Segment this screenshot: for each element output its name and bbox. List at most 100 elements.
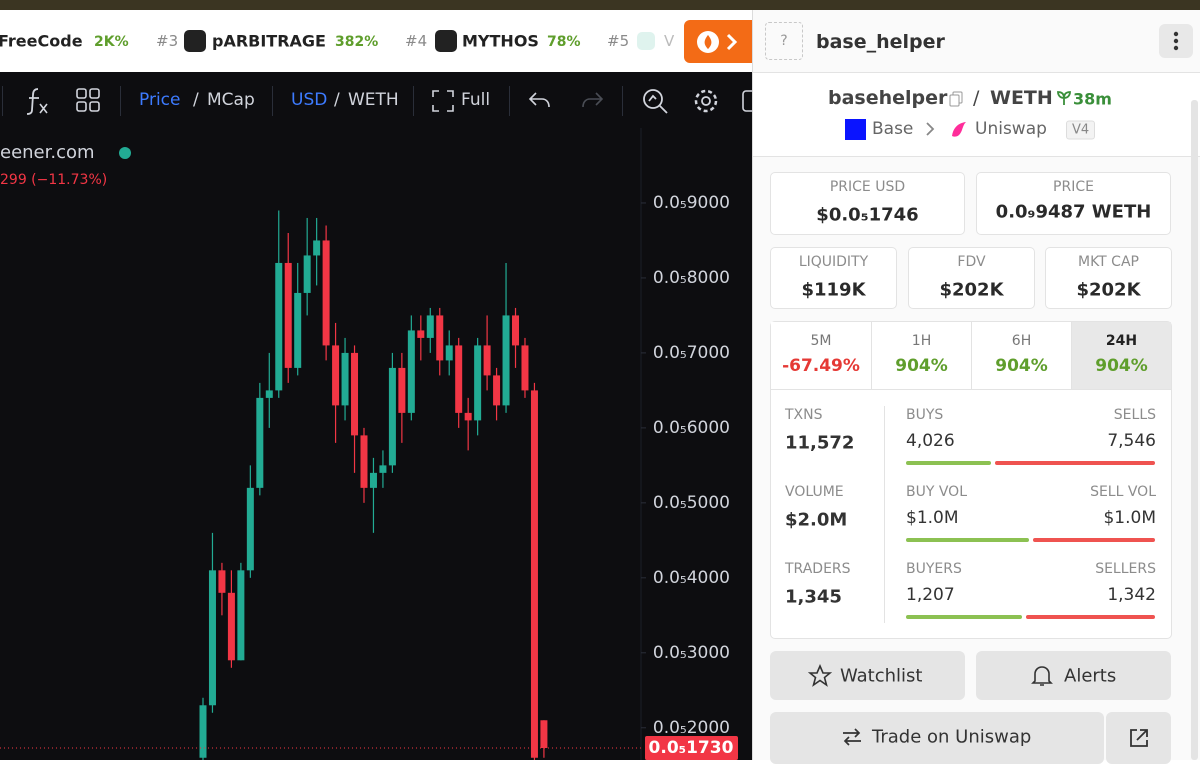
sell-bar bbox=[1026, 615, 1155, 619]
period-tab[interactable]: 24H 904% bbox=[1071, 322, 1171, 389]
candle-body bbox=[426, 315, 434, 338]
redo-icon[interactable] bbox=[580, 90, 604, 112]
fullscreen-icon[interactable] bbox=[432, 90, 454, 112]
stat-label: BUYS bbox=[906, 407, 944, 423]
dex-icon bbox=[952, 122, 966, 137]
settings-icon[interactable] bbox=[692, 87, 720, 115]
mcap-toggle[interactable]: MCap bbox=[207, 90, 255, 110]
stat-value: $2.0M bbox=[785, 509, 848, 531]
metric-value: $0.0₅1746 bbox=[816, 204, 919, 226]
stats-card: 5M -67.49% 1H 904% 6H 904% 24H 904% TXNS 11,572 B… bbox=[770, 321, 1172, 639]
separator bbox=[622, 86, 623, 116]
candle-body bbox=[407, 330, 415, 413]
status-dot bbox=[119, 147, 131, 159]
stat-value: 1,345 bbox=[785, 586, 842, 608]
alerts-button[interactable]: Alerts bbox=[976, 651, 1171, 700]
stat-value: 11,572 bbox=[785, 432, 855, 454]
buy-bar bbox=[906, 615, 1022, 619]
menu-button[interactable] bbox=[1159, 24, 1193, 58]
candle-body bbox=[493, 375, 501, 406]
price-toggle[interactable]: Price bbox=[139, 90, 181, 110]
stat-label: TXNS bbox=[785, 407, 823, 423]
separator bbox=[413, 86, 414, 116]
copy-icon[interactable] bbox=[949, 91, 963, 107]
buy-bar bbox=[906, 538, 1029, 542]
chain-icon bbox=[845, 119, 866, 140]
token-title: base_helper bbox=[816, 31, 945, 53]
ticker-name[interactable]: pARBITRAGE bbox=[212, 31, 326, 51]
metric-card: FDV $202K bbox=[908, 247, 1035, 309]
candle-body bbox=[455, 345, 463, 413]
candle-body bbox=[284, 262, 292, 368]
last-price-tag bbox=[645, 736, 738, 761]
fullscreen-button[interactable]: Full bbox=[461, 90, 491, 110]
ticker-change: 2K% bbox=[94, 34, 129, 50]
metric-label: LIQUIDITY bbox=[798, 254, 869, 270]
stat-label: SELLS bbox=[1113, 407, 1156, 423]
dex-name[interactable]: Uniswap bbox=[975, 119, 1047, 139]
period-tab[interactable]: 5M -67.49% bbox=[771, 322, 871, 389]
candle-body bbox=[275, 262, 283, 391]
candle-body bbox=[369, 472, 377, 488]
usd-toggle[interactable]: USD bbox=[291, 90, 328, 110]
candle-body bbox=[502, 315, 510, 406]
dex-version: V4 bbox=[1066, 120, 1096, 140]
ticker-name[interactable]: FreeCode bbox=[0, 31, 83, 51]
stat-label: TRADERS bbox=[785, 561, 851, 577]
divider bbox=[884, 406, 885, 623]
base-symbol: basehelper bbox=[828, 87, 948, 109]
ticker-rank: #3 bbox=[156, 32, 179, 50]
trade-button[interactable]: Trade on Uniswap bbox=[770, 712, 1104, 764]
period-tab[interactable]: 1H 904% bbox=[871, 322, 971, 389]
y-tick-label: 0.0₅4000 bbox=[653, 568, 730, 588]
stat-value: 1,207 bbox=[906, 585, 955, 605]
candle-body bbox=[474, 345, 482, 421]
chart-source: eener.com bbox=[0, 142, 95, 163]
open-external-button[interactable] bbox=[1106, 712, 1171, 764]
stat-label: BUYERS bbox=[906, 561, 962, 577]
metric-card: PRICE USD $0.0₅1746 bbox=[770, 172, 965, 235]
candle-body bbox=[313, 240, 321, 256]
y-tick-label: 0.0₅8000 bbox=[653, 268, 730, 288]
hot-button[interactable] bbox=[684, 20, 752, 63]
candle-body bbox=[483, 345, 491, 376]
alerts-label: Alerts bbox=[1064, 665, 1117, 687]
candle-body bbox=[332, 345, 340, 406]
candle-body bbox=[256, 397, 264, 488]
period-tab[interactable]: 6H 904% bbox=[971, 322, 1071, 389]
chain-name[interactable]: Base bbox=[872, 119, 914, 139]
metric-value: $202K bbox=[939, 279, 1004, 301]
price-chart: eener.com 299 (−11.73%) 0.0₅9000 0.0₅8000… bbox=[0, 128, 738, 761]
period-tabs: 5M -67.49% 1H 904% 6H 904% 24H 904% bbox=[771, 322, 1171, 390]
pair-age: 38m bbox=[1073, 89, 1112, 109]
metric-label: PRICE bbox=[1053, 179, 1094, 195]
ticker-name[interactable]: MYTHOS bbox=[462, 31, 539, 51]
trade-label: Trade on Uniswap bbox=[872, 726, 1032, 748]
chart-area: eener.com 299 (−11.73%) 0.0₅9000 0.0₅8000… bbox=[0, 128, 752, 761]
stat-value: $1.0M bbox=[1103, 508, 1156, 528]
metric-value: $119K bbox=[801, 279, 866, 301]
period-label: 5M bbox=[810, 333, 832, 349]
metric-label: MKT CAP bbox=[1078, 254, 1139, 270]
y-tick-label: 0.0₅5000 bbox=[653, 493, 730, 513]
token-icon bbox=[184, 30, 206, 52]
period-label: 24H bbox=[1105, 333, 1138, 349]
weth-toggle[interactable]: WETH bbox=[348, 90, 399, 110]
period-change: 904% bbox=[995, 356, 1048, 376]
candle-body bbox=[341, 352, 349, 406]
watchlist-button[interactable]: Watchlist bbox=[770, 651, 965, 700]
zoom-icon[interactable] bbox=[641, 87, 669, 115]
layout-icon[interactable] bbox=[76, 88, 100, 112]
more-icon[interactable] bbox=[742, 90, 752, 112]
top-strip bbox=[0, 0, 1200, 10]
candle-body bbox=[540, 720, 548, 749]
candle-body bbox=[351, 352, 359, 436]
separator bbox=[2, 86, 3, 116]
quote-symbol: WETH bbox=[990, 87, 1053, 109]
ticker-name[interactable]: V bbox=[664, 32, 675, 50]
buy-bar bbox=[906, 461, 992, 465]
indicators-icon[interactable] bbox=[24, 86, 50, 116]
slash: / bbox=[334, 90, 340, 110]
undo-icon[interactable] bbox=[528, 90, 552, 112]
